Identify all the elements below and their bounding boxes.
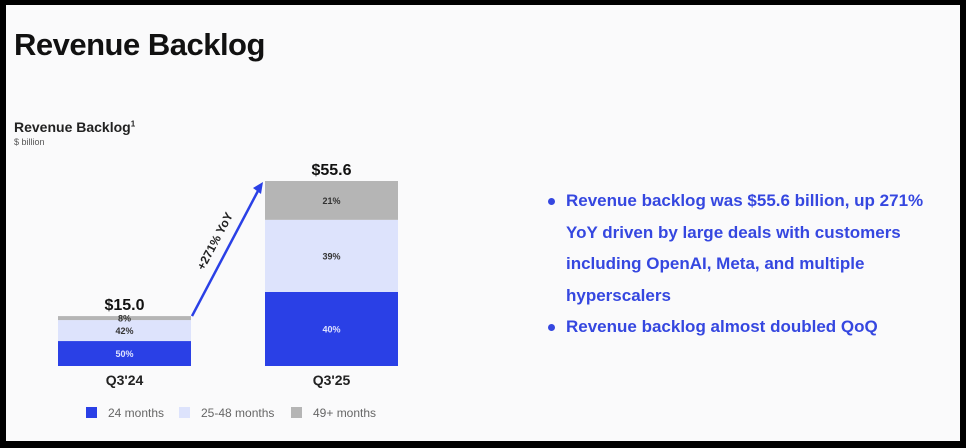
legend-label: 49+ months	[313, 406, 376, 420]
segment-label: 40%	[322, 325, 340, 335]
legend-swatch	[179, 407, 190, 418]
bar-segment	[265, 292, 398, 366]
chart-title: Revenue Backlog1	[14, 119, 136, 135]
bar-segment	[58, 320, 191, 342]
legend-label: 24 months	[108, 406, 164, 420]
category-label: Q3'24	[106, 372, 144, 388]
segment-label: 21%	[322, 196, 340, 206]
bar-segment	[58, 316, 191, 321]
legend-swatch	[291, 407, 302, 418]
total-label: $15.0	[104, 297, 144, 314]
bar-segment	[265, 219, 398, 292]
bullet-item: Revenue backlog almost doubled QoQ	[546, 311, 956, 343]
growth-arrow	[190, 188, 261, 317]
total-label: $55.6	[311, 162, 351, 179]
legend-label: 25-48 months	[201, 406, 274, 420]
segment-label: 39%	[322, 251, 340, 261]
category-label: Q3'25	[313, 372, 351, 388]
growth-annotation: +271% YoY	[194, 210, 236, 272]
slide: Revenue Backlog Revenue Backlog1 $ billi…	[6, 5, 960, 441]
page-title: Revenue Backlog	[14, 27, 265, 62]
bar-segment	[265, 181, 398, 220]
segment-label: 42%	[115, 326, 133, 336]
legend-swatch	[86, 407, 97, 418]
segment-label: 8%	[118, 314, 131, 324]
bullet-list: Revenue backlog was $55.6 billion, up 27…	[546, 185, 956, 343]
arrow-head-icon	[253, 182, 263, 194]
bullet-item: Revenue backlog was $55.6 billion, up 27…	[546, 185, 956, 311]
bar-segment	[58, 341, 191, 366]
segment-label: 50%	[115, 349, 133, 359]
chart-unit: $ billion	[14, 137, 45, 147]
